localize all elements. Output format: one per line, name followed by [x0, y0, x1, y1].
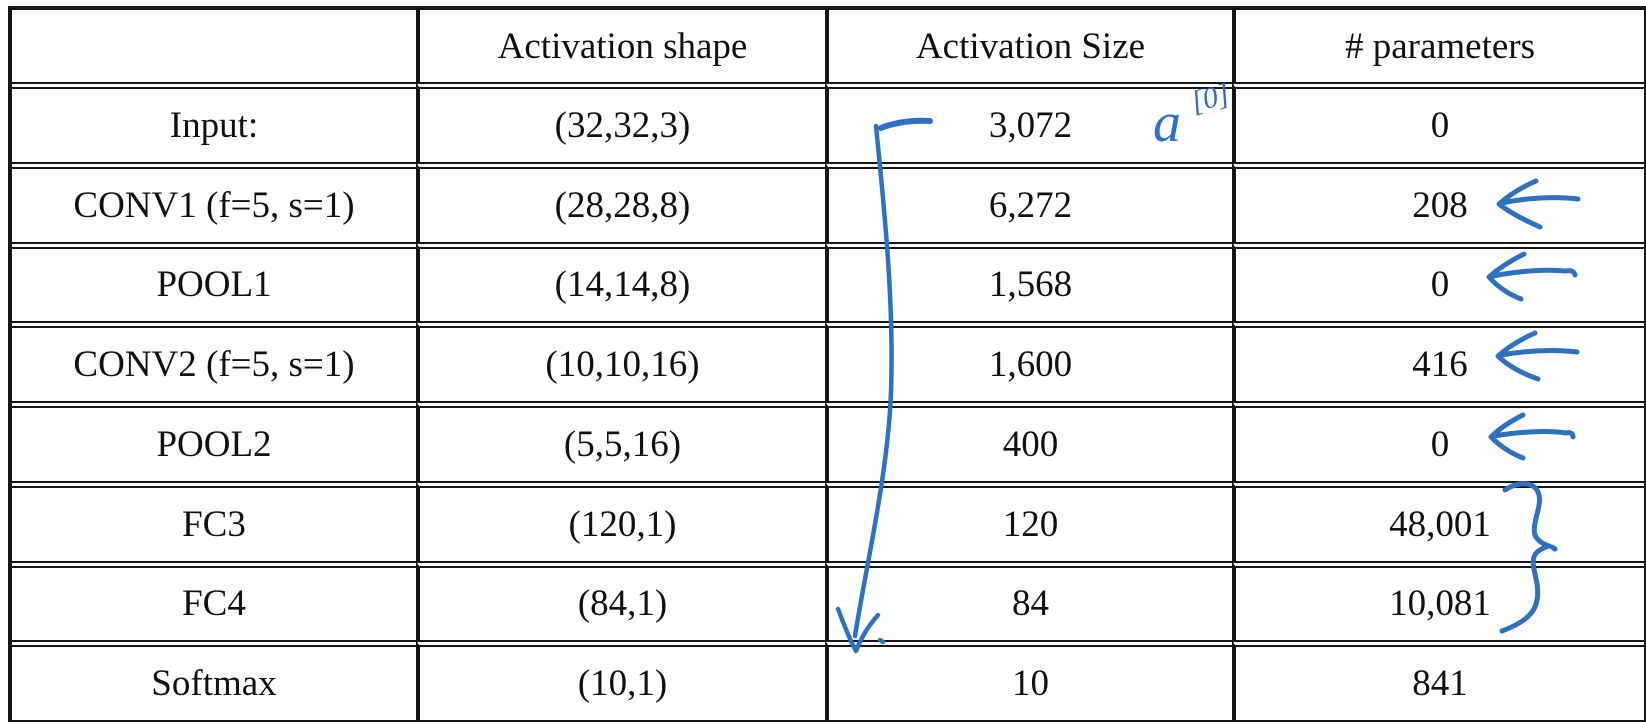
- layer-label-cell: CONV1 (f=5, s=1): [12, 161, 416, 242]
- layer-label-cell: CONV2 (f=5, s=1): [12, 321, 416, 401]
- layer-label-cell: POOL1: [12, 241, 416, 322]
- layer-label-cell: FC3: [12, 480, 416, 561]
- column-header-blank: [12, 10, 416, 82]
- activation-shape-cell: (10,1): [416, 640, 825, 720]
- activation-shape-cell: (120,1): [416, 480, 825, 561]
- layer-label-cell: Softmax: [12, 640, 416, 720]
- activation-shape-cell: (5,5,16): [416, 401, 825, 481]
- activation-size-cell: 3,072: [825, 82, 1232, 162]
- activation-size-cell: 1,600: [825, 321, 1232, 401]
- activation-shape-cell: (10,10,16): [416, 321, 825, 401]
- parameters-cell: 0: [1232, 241, 1644, 322]
- activation-shape-cell: (14,14,8): [416, 241, 825, 322]
- column-header-activation-shape: Activation shape: [416, 10, 825, 82]
- activation-size-cell: 6,272: [825, 161, 1232, 242]
- layer-label-cell: Input:: [12, 82, 416, 162]
- parameters-cell: 416: [1232, 321, 1644, 401]
- layer-label-cell: POOL2: [12, 401, 416, 481]
- activation-size-cell: 84: [825, 560, 1232, 641]
- activation-size-cell: 120: [825, 480, 1232, 561]
- activation-size-cell: 1,568: [825, 241, 1232, 322]
- parameters-cell: 0: [1232, 401, 1644, 481]
- activation-size-cell: 400: [825, 401, 1232, 481]
- column-header-activation-size: Activation Size: [825, 10, 1232, 82]
- parameters-cell: 10,081: [1232, 560, 1644, 641]
- layer-label-cell: FC4: [12, 560, 416, 641]
- parameters-cell: 0: [1232, 82, 1644, 162]
- activation-shape-cell: (32,32,3): [416, 82, 825, 162]
- parameters-cell: 208: [1232, 161, 1644, 242]
- activation-shape-cell: (28,28,8): [416, 161, 825, 242]
- parameters-cell: 841: [1232, 640, 1644, 720]
- column-header-parameters: # parameters: [1232, 10, 1644, 82]
- parameters-cell: 48,001: [1232, 480, 1644, 561]
- activation-size-cell: 10: [825, 640, 1232, 720]
- activation-shape-cell: (84,1): [416, 560, 825, 641]
- cnn-layer-table: Activation shape Activation Size # param…: [8, 6, 1646, 722]
